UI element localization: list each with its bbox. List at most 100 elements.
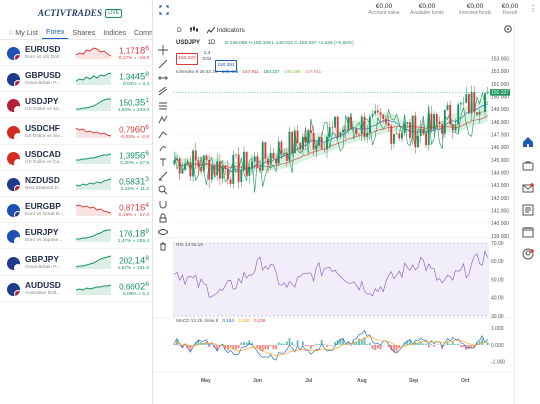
candle-body: [221, 165, 224, 179]
measure-icon[interactable]: [158, 168, 168, 181]
candle-body: [457, 104, 460, 125]
instrument-symbol: AUDUSD: [25, 279, 61, 290]
sparkline: [76, 127, 112, 138]
profile-icon[interactable]: [522, 248, 534, 260]
crosshair-icon[interactable]: [158, 42, 168, 55]
instrument-row[interactable]: EURUSD Euro vs US Doll... 1,17186 -0,17% ∘ …: [0, 40, 153, 66]
portfolio-icon[interactable]: [522, 160, 534, 172]
candle-body: [186, 161, 189, 164]
price-main: 1,34: [119, 72, 135, 82]
macd-histogram-bar: [358, 338, 361, 345]
available-funds-value: €0,00: [418, 3, 436, 10]
candle-body: [470, 92, 473, 114]
tab-indices[interactable]: Indices: [99, 28, 130, 39]
sell-price-box[interactable]: 150.337: [176, 53, 198, 65]
tab-my-list[interactable]: ☆My List: [4, 28, 42, 39]
price-tick-label: 152.000: [491, 69, 509, 75]
candle-body: [411, 115, 414, 138]
fib-icon[interactable]: [158, 98, 168, 110]
indicators-button[interactable]: Indicators: [206, 26, 245, 34]
chart-type-icon[interactable]: [189, 25, 199, 35]
instrument-row[interactable]: GBPJPY Great Britain P... 202,148 1,67% ∘ 3…: [0, 250, 153, 276]
price-tick-label: 145.000: [491, 158, 509, 164]
macd-histogram-bar: [433, 345, 436, 347]
candle-body: [323, 148, 326, 150]
channel-icon[interactable]: [158, 84, 168, 96]
messages-icon[interactable]: [522, 182, 534, 194]
indicators-icon: [206, 26, 215, 33]
sparkline-area: [76, 284, 111, 295]
instrument-change: -0,19% ∘ -17,0: [117, 213, 149, 219]
macd-histogram-bar: [309, 345, 312, 349]
instrument-row[interactable]: USDJPY US Dollar vs Ja... 150,351 1,64% ∘ 2…: [0, 92, 153, 119]
candle-body: [446, 104, 449, 111]
macd-histogram-bar: [478, 341, 481, 345]
candle-body: [213, 166, 216, 176]
ichimoku-cloud-segment: [399, 117, 402, 132]
tab-commo[interactable]: Commo: [130, 28, 152, 39]
instrument-description: Euro vs Great B...: [25, 212, 64, 218]
sparkline-line: [76, 255, 112, 268]
trendline-icon[interactable]: [158, 56, 168, 69]
horizontal-line-icon[interactable]: [158, 70, 168, 80]
macd-histogram-bar: [229, 345, 232, 348]
macd-label: MACD 12 26 close 9: [176, 318, 219, 323]
currency-flag-icon: [7, 73, 20, 87]
candle-body: [293, 130, 296, 154]
currency-flag-icon: [7, 178, 20, 191]
macd-histogram-bar: [374, 345, 377, 351]
macd-histogram-bar: [395, 345, 398, 352]
timeframe-selector[interactable]: D: [177, 26, 182, 34]
pattern-icon[interactable]: [158, 112, 168, 124]
candle-body: [430, 113, 433, 130]
macd-histogram-bar: [339, 338, 342, 345]
instrument-row[interactable]: NZDUSD New Zealand D... 0,58313 0,19% ∘ 11,…: [0, 171, 153, 197]
instrument-row[interactable]: EURJPY Euro vs Japane... 176,189 1,47% ∘ 25…: [0, 223, 153, 250]
instrument-row[interactable]: EURGBP Euro vs Great B... 0,87164 -0,19% ∘ …: [0, 197, 153, 224]
macd-value: 0.236: [253, 318, 266, 323]
result-value: €0,00: [501, 3, 519, 10]
macd-histogram-bar: [462, 345, 465, 348]
macd-histogram-bar: [366, 344, 369, 345]
macd-histogram-bar: [240, 342, 243, 345]
currency-flag-icon: [7, 99, 20, 113]
spread-bottom: 0.01: [202, 56, 212, 61]
calendar-icon[interactable]: [522, 226, 534, 238]
instrument-description: US Dollar vs Ca...: [25, 159, 64, 165]
candle-body: [334, 116, 336, 128]
instrument-description: Euro vs US Doll...: [25, 55, 63, 60]
ichimoku-cloud-segment: [476, 99, 480, 125]
projection-icon[interactable]: [158, 126, 168, 139]
trash-icon[interactable]: [158, 238, 168, 251]
brush-icon[interactable]: [158, 140, 168, 152]
magnet-icon[interactable]: [158, 196, 168, 209]
expand-icon[interactable]: [159, 5, 169, 15]
price-main: 176,: [119, 230, 135, 240]
tab-forex[interactable]: Forex: [42, 27, 69, 39]
zoom-icon[interactable]: [158, 182, 168, 195]
text-icon[interactable]: [158, 154, 168, 166]
tab-shares[interactable]: Shares: [68, 28, 99, 39]
candle-body: [360, 116, 363, 135]
instrument-row[interactable]: GBPUSD Great Britain P... 1,34458 0,03% ∘ 3…: [0, 66, 153, 93]
price-tick-label: 144.000: [491, 170, 509, 176]
drawing-tools: [156, 38, 170, 254]
chart-area[interactable]: 153.000 152.000 151.000 150.000 149.000 148.0…: [153, 38, 511, 390]
more-menu-icon[interactable]: ⋮: [529, 4, 537, 13]
candle-body: [443, 110, 446, 134]
instrument-row[interactable]: USDCAD US Dollar vs Ca... 1,39566 0,20% ∘ 2…: [0, 145, 153, 171]
instrument-row[interactable]: AUDUSD Australian Doll... 0,66026 0,08% ∘ 5…: [0, 276, 153, 302]
macd-histogram-bar: [272, 345, 275, 350]
candle-body: [376, 110, 379, 113]
lock-icon[interactable]: [158, 210, 168, 223]
instrument-row[interactable]: USDCHF US Dollar vs Sw... 0,79606 -0,03% ∘ …: [0, 119, 153, 145]
chart-settings-icon[interactable]: [503, 24, 513, 34]
last-price-tag: [490, 89, 510, 96]
candle-body: [342, 129, 344, 133]
price-tick-label: 143.000: [491, 183, 509, 189]
home-icon[interactable]: [522, 136, 534, 148]
candle-body: [352, 128, 355, 130]
news-icon[interactable]: [522, 204, 534, 216]
chikou-line: [174, 92, 488, 193]
buy-price-box[interactable]: 150.351: [215, 60, 237, 72]
